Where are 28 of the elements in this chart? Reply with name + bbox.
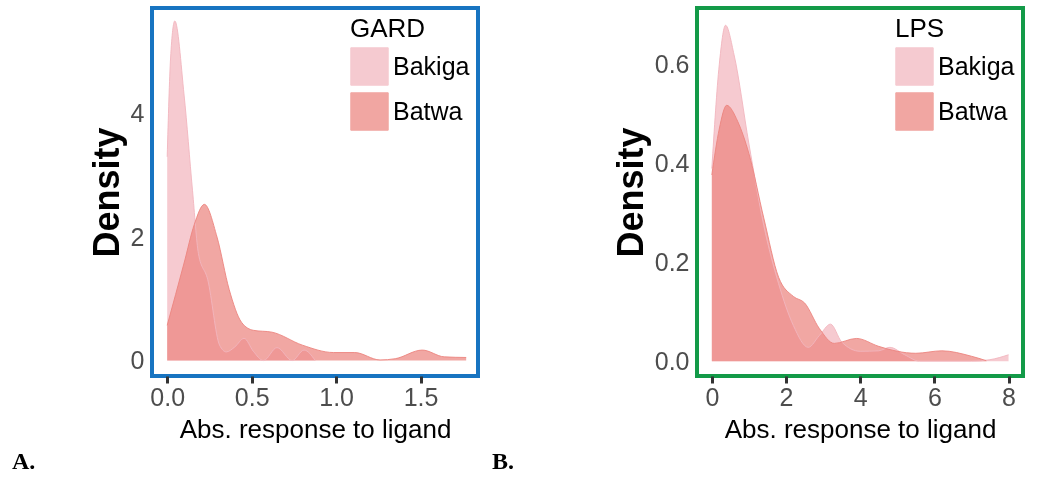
legend-title: GARD — [350, 13, 426, 43]
legend-label: Batwa — [393, 96, 463, 125]
legend-label: Bakiga — [938, 51, 1015, 80]
x-tick-label: 0 — [705, 382, 720, 411]
text: B. — [492, 448, 515, 474]
text: A. — [12, 448, 36, 474]
x-tick-label: 8 — [1002, 382, 1016, 411]
y-tick-label: 0.4 — [654, 149, 690, 178]
x-tick-label: 0.0 — [150, 382, 186, 411]
x-tick-label: 4 — [853, 382, 868, 411]
x-tick-label: 2 — [779, 382, 794, 411]
x-tick-label: 1.5 — [403, 382, 439, 411]
legend-label: Batwa — [938, 96, 1008, 125]
y-tick-label: 0 — [130, 346, 145, 375]
y-axis-title: Density — [609, 127, 651, 258]
x-tick-label: 0.5 — [234, 382, 270, 411]
legend-title: LPS — [895, 13, 945, 43]
legend-label: Bakiga — [393, 51, 470, 80]
x-axis-title: Abs. response to ligand — [179, 413, 452, 444]
x-axis-title: Abs. response to ligand — [724, 413, 997, 444]
y-tick-label: 0.0 — [654, 346, 690, 375]
x-tick-label: 6 — [927, 382, 942, 411]
y-tick-label: 0.2 — [654, 247, 690, 276]
y-tick-label: 0.6 — [654, 50, 690, 79]
x-tick-label: 1.0 — [319, 382, 354, 411]
y-tick-label: 4 — [130, 99, 145, 128]
y-axis-title: Density — [85, 127, 127, 258]
y-tick-label: 2 — [130, 222, 145, 251]
